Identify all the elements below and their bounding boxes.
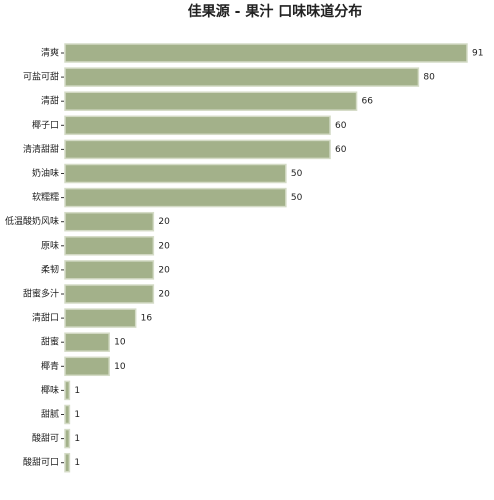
y-tick-label: 奶油味 <box>32 167 59 179</box>
y-tick-label: 酸甜可 <box>32 432 59 444</box>
bar <box>64 404 71 425</box>
value-label: 66 <box>362 97 374 107</box>
value-label: 80 <box>423 73 435 83</box>
y-tick-label: 椰味 <box>41 384 59 396</box>
bar <box>64 260 155 280</box>
y-tick-label: 甜蜜多汁 <box>23 288 59 300</box>
bar <box>64 139 331 160</box>
bar <box>64 211 155 232</box>
bar <box>64 332 110 352</box>
y-tick-label: 甜蜜 <box>41 336 59 348</box>
y-tick-label: 酸甜可口 <box>23 456 59 468</box>
bar <box>64 187 287 208</box>
bar <box>64 236 155 256</box>
y-tick-label: 椰青 <box>41 360 59 372</box>
y-tick-label: 清甜 <box>41 95 59 107</box>
bar <box>64 115 331 136</box>
y-tick-label: 清清甜甜 <box>23 143 59 155</box>
value-label: 60 <box>335 145 347 155</box>
bar <box>64 43 468 63</box>
bar <box>64 308 137 328</box>
bar <box>64 428 71 449</box>
bar <box>64 380 71 401</box>
value-label: 1 <box>74 434 80 444</box>
value-label: 20 <box>158 290 170 300</box>
y-tick-label: 清甜口 <box>32 312 59 324</box>
value-label: 1 <box>74 458 80 468</box>
y-tick-label: 椰子口 <box>32 119 59 131</box>
y-tick-label: 低温酸奶风味 <box>5 215 59 227</box>
value-label: 20 <box>158 241 170 251</box>
y-tick-label: 可盐可甜 <box>23 71 59 83</box>
value-label: 20 <box>158 265 170 275</box>
value-label: 50 <box>291 169 303 179</box>
bar <box>64 452 71 473</box>
value-label: 60 <box>335 121 347 131</box>
bar <box>64 284 155 304</box>
y-tick-label: 甜腻 <box>41 408 59 420</box>
chart-title: 佳果源 - 果汁 口味味道分布 <box>188 3 362 20</box>
bar <box>64 356 110 377</box>
value-label: 91 <box>472 49 483 59</box>
y-tick-label: 原味 <box>41 239 59 251</box>
value-label: 50 <box>291 193 303 203</box>
value-label: 20 <box>158 217 170 227</box>
y-tick-label: 软糯糯 <box>32 191 59 203</box>
value-label: 10 <box>114 362 126 372</box>
bar <box>64 163 287 184</box>
value-label: 1 <box>74 386 80 396</box>
y-tick-label: 清爽 <box>41 47 59 59</box>
value-label: 10 <box>114 338 126 348</box>
value-label: 16 <box>141 314 153 324</box>
bar <box>64 91 358 111</box>
y-tick-label: 柔韧 <box>41 263 59 275</box>
bar <box>64 67 420 87</box>
value-label: 1 <box>74 410 80 420</box>
